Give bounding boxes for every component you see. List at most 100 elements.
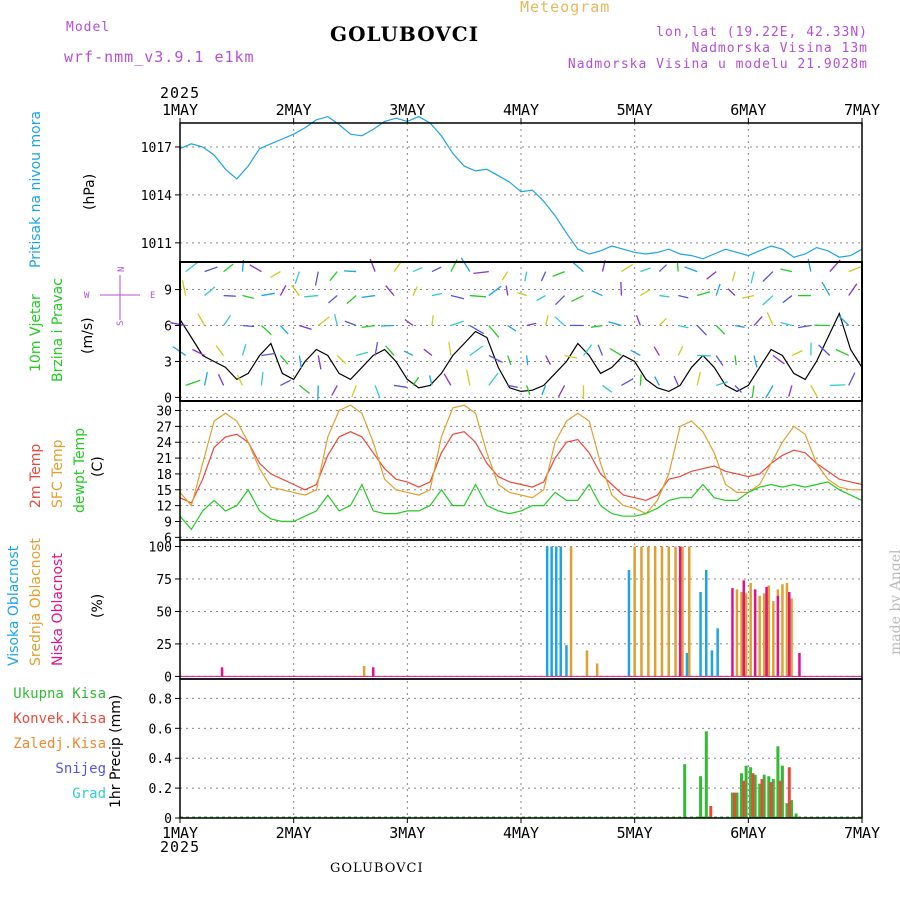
wind-arrow bbox=[635, 314, 641, 326]
legend-total-rain: Ukupna Kisa bbox=[13, 686, 106, 702]
wind-arrow bbox=[261, 325, 272, 336]
cloud-bar bbox=[372, 667, 375, 677]
precip-y-tick-label: 0.6 bbox=[149, 722, 172, 737]
wind-arrow bbox=[780, 321, 793, 327]
legend-freezing-rain: Zaledj.Kisa bbox=[13, 736, 106, 752]
wind-arrow bbox=[788, 385, 793, 397]
cloud-bar bbox=[753, 589, 757, 677]
wind-arrow bbox=[361, 294, 376, 299]
x-tick-label-bottom: 2MAY bbox=[276, 824, 312, 842]
wind-arrow bbox=[403, 350, 414, 357]
wind-arrow bbox=[501, 271, 509, 281]
wind-arrow bbox=[260, 371, 264, 386]
wind-arrow bbox=[753, 315, 763, 326]
wind-arrow bbox=[279, 284, 287, 296]
wind-arrow bbox=[507, 384, 518, 388]
wind-compass: W E N S bbox=[84, 267, 155, 326]
cloud-bar bbox=[785, 582, 789, 677]
cloud-bar bbox=[740, 592, 743, 677]
wind-arrow bbox=[659, 294, 670, 298]
wind-arrow bbox=[697, 291, 711, 297]
wind-arrow bbox=[170, 322, 186, 327]
precip-bar bbox=[742, 780, 746, 818]
x-tick-label-top: 7MAY bbox=[844, 101, 880, 119]
wind-arrow bbox=[412, 286, 418, 296]
cloud-bar bbox=[699, 592, 702, 677]
wind-arrow bbox=[620, 281, 623, 296]
legend-convective-rain: Konvek.Kisa bbox=[13, 711, 106, 727]
x-tick-label-top: 3MAY bbox=[389, 101, 425, 119]
wind-arrow bbox=[197, 313, 206, 326]
wind-arrow bbox=[488, 285, 502, 297]
wind-arrow bbox=[181, 280, 187, 296]
wind-arrow bbox=[536, 294, 546, 302]
wind-arrow bbox=[385, 345, 395, 356]
x-tick-label-bottom: 3MAY bbox=[389, 824, 425, 842]
wind-arrow bbox=[192, 348, 205, 357]
wind-arrow bbox=[590, 324, 603, 328]
wind-arrow bbox=[261, 352, 275, 357]
wind-arrow bbox=[639, 374, 642, 386]
wind-arrow bbox=[431, 266, 442, 273]
wind-arrow bbox=[673, 375, 679, 386]
precip-y-tick-label: 0.4 bbox=[149, 752, 173, 767]
wind-arrow bbox=[443, 373, 452, 386]
wind-arrow bbox=[249, 264, 262, 273]
wind-arrow bbox=[241, 344, 247, 356]
wind-arrow bbox=[782, 295, 793, 304]
wind-arrow bbox=[653, 346, 660, 356]
wind-arrow bbox=[448, 342, 452, 356]
station-title: GOLUBOVCI bbox=[330, 22, 480, 46]
cloud-bar bbox=[781, 584, 784, 677]
grid-layer bbox=[180, 123, 862, 819]
wind-arrow bbox=[291, 284, 300, 296]
wind-arrow bbox=[270, 271, 281, 279]
wind-arrow bbox=[741, 294, 755, 299]
cloud-bar bbox=[595, 663, 599, 677]
precip-bar bbox=[683, 764, 687, 818]
wind-arrow bbox=[298, 355, 302, 369]
cloud-bar bbox=[767, 585, 770, 677]
compass-north: N bbox=[117, 267, 127, 272]
wind-arrow bbox=[223, 263, 234, 273]
wind-arrow bbox=[304, 294, 319, 298]
wind-arrow bbox=[369, 258, 376, 272]
wind-arrow bbox=[469, 345, 484, 356]
wind-arrow bbox=[356, 351, 369, 357]
compass-west: W bbox=[84, 291, 90, 301]
wind-arrow bbox=[203, 371, 208, 386]
wind-arrow bbox=[715, 355, 724, 366]
wind-arrow bbox=[571, 294, 584, 302]
precip-bar bbox=[790, 800, 793, 818]
wind-arrow bbox=[658, 264, 668, 273]
model-altitude-label: Nadmorska Visina u modelu 21.9028m bbox=[567, 57, 868, 72]
wind-arrow bbox=[544, 315, 549, 326]
cloud-bar bbox=[633, 546, 636, 677]
cloud-bar bbox=[674, 546, 677, 677]
cloud-bar bbox=[555, 546, 558, 677]
year-label-bottom: 2025 bbox=[160, 838, 201, 856]
wind-arrow bbox=[336, 354, 347, 364]
wind-arrow bbox=[541, 385, 547, 396]
cloud-bar bbox=[585, 650, 589, 677]
x-tick-label-top: 6MAY bbox=[730, 101, 766, 119]
precip-bar bbox=[740, 773, 743, 818]
wind-arrow bbox=[554, 295, 566, 306]
precip-bar bbox=[753, 774, 757, 818]
wind-arrow bbox=[215, 345, 225, 356]
x-tick-label-top: 1MAY bbox=[162, 101, 198, 119]
wind-arrow bbox=[317, 316, 330, 327]
year-label-top: 2025 bbox=[160, 84, 201, 102]
wind-arrow bbox=[431, 315, 434, 326]
wind-series-line bbox=[179, 311, 863, 393]
precip-bar bbox=[780, 765, 784, 818]
wind-arrow bbox=[780, 268, 793, 273]
wind-arrow bbox=[557, 385, 566, 398]
wind-arrow bbox=[428, 375, 433, 386]
wind-arrow bbox=[460, 257, 471, 272]
wind-arrow bbox=[279, 355, 289, 365]
wind-arrow bbox=[488, 325, 500, 338]
cloud-y-tick-label: 0 bbox=[164, 670, 172, 685]
wind-arrow bbox=[751, 385, 755, 398]
